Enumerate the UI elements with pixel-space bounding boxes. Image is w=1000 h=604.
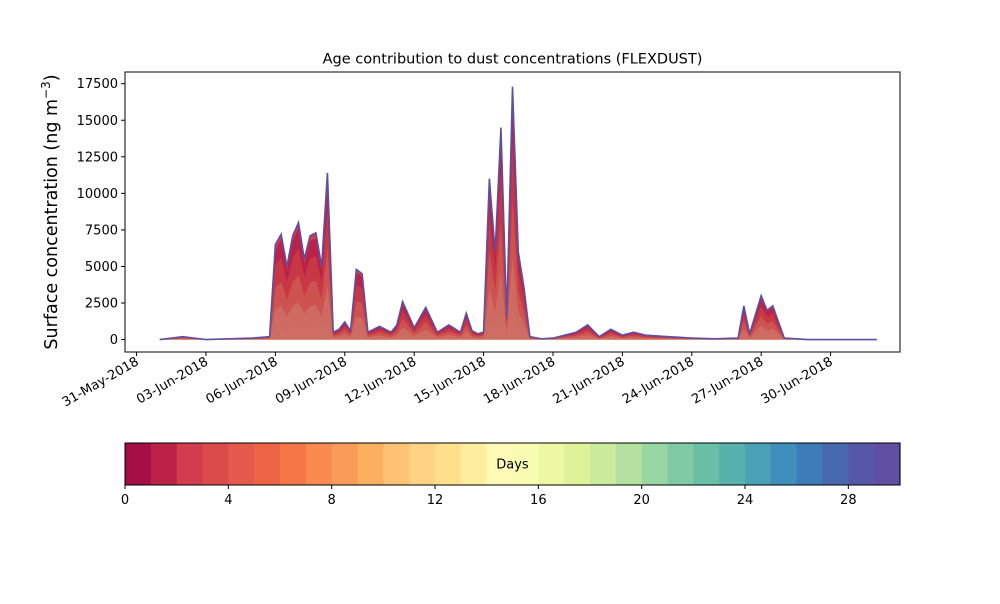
colorbar-tick-label: 16	[530, 493, 547, 508]
colorbar-swatch	[435, 443, 462, 485]
colorbar-swatch	[641, 443, 669, 485]
colorbar-swatch	[822, 443, 849, 485]
colorbar-swatch	[460, 443, 488, 485]
colorbar-tick-label: 12	[427, 493, 444, 508]
x-tick-label: 21-Jun-2018	[551, 354, 628, 407]
colorbar-swatch	[564, 443, 591, 485]
x-tick-label: 03-Jun-2018	[134, 354, 211, 407]
colorbar-swatch	[383, 443, 410, 485]
colorbar-swatch	[357, 443, 384, 485]
colorbar-swatch	[874, 443, 901, 485]
x-tick-label: 31-May-2018	[60, 354, 142, 410]
colorbar-tick-label: 4	[224, 493, 232, 508]
colorbar-tick-label: 20	[633, 493, 650, 508]
colorbar-swatch	[150, 443, 178, 485]
svg-text:Surface concentration (ng m−3): Surface concentration (ng m−3)	[39, 74, 62, 349]
y-tick-label: 5000	[85, 260, 118, 275]
colorbar: 0 4 8 12 16 20 24 28 Days	[121, 442, 901, 508]
colorbar-tick-label: 8	[328, 493, 336, 508]
colorbar-swatch	[486, 443, 514, 485]
chart-title: Age contribution to dust concentrations …	[323, 52, 703, 68]
colorbar-swatch	[125, 443, 152, 485]
colorbar-swatch	[848, 443, 875, 485]
colorbar-swatch	[228, 443, 255, 485]
axes: 0 2500 5000 7500 10000 12500 15000 17500 31-May-…	[60, 71, 901, 410]
colorbar-swatch	[409, 443, 436, 485]
colorbar-swatch	[667, 443, 694, 485]
colorbar-swatch	[202, 443, 229, 485]
colorbar-swatch	[590, 443, 617, 485]
y-tick-label: 17500	[77, 77, 118, 92]
x-tick-label: 09-Jun-2018	[273, 354, 350, 407]
colorbar-tick-label: 28	[840, 493, 857, 508]
y-tick-label: 15000	[77, 114, 118, 129]
y-tick-label: 10000	[77, 187, 118, 202]
colorbar-swatch	[176, 443, 204, 485]
plot-area	[159, 86, 877, 341]
colorbar-swatch	[538, 443, 565, 485]
x-tick-label: 06-Jun-2018	[204, 354, 281, 407]
colorbar-tick-label: 0	[121, 493, 129, 508]
y-tick-label: 0	[110, 333, 118, 348]
y-axis-label-main: Surface concentration (ng m	[42, 99, 62, 350]
colorbar-swatch	[615, 443, 643, 485]
y-axis-label-close: )	[42, 74, 62, 81]
total-concentration-line	[159, 86, 877, 341]
colorbar-swatch	[796, 443, 824, 485]
y-axis-label-exponent: −3	[39, 81, 53, 99]
x-tick-label: 24-Jun-2018	[620, 354, 697, 407]
y-tick-label: 12500	[77, 150, 118, 165]
age-layer-base	[159, 99, 877, 340]
plot-frame	[124, 71, 901, 353]
colorbar-swatch	[719, 443, 746, 485]
x-tick-label: 18-Jun-2018	[481, 354, 558, 407]
colorbar-tick-label: 24	[737, 493, 754, 508]
x-tick-label: 27-Jun-2018	[689, 354, 766, 407]
y-tick-label: 7500	[85, 223, 118, 238]
colorbar-swatch	[254, 443, 281, 485]
colorbar-swatch	[512, 443, 539, 485]
y-tick-label: 2500	[85, 297, 118, 312]
colorbar-swatch	[693, 443, 720, 485]
x-tick-label: 30-Jun-2018	[759, 354, 836, 407]
colorbar-swatch	[331, 443, 359, 485]
colorbar-swatch	[305, 443, 333, 485]
colorbar-swatch	[745, 443, 772, 485]
colorbar-frame	[124, 442, 901, 486]
colorbar-swatch	[770, 443, 798, 485]
colorbar-label: Days	[496, 458, 529, 473]
y-axis-label: Surface concentration (ng m−3)	[39, 74, 62, 349]
x-tick-label: 12-Jun-2018	[342, 354, 419, 407]
x-tick-label: 15-Jun-2018	[412, 354, 489, 407]
colorbar-swatch	[280, 443, 307, 485]
